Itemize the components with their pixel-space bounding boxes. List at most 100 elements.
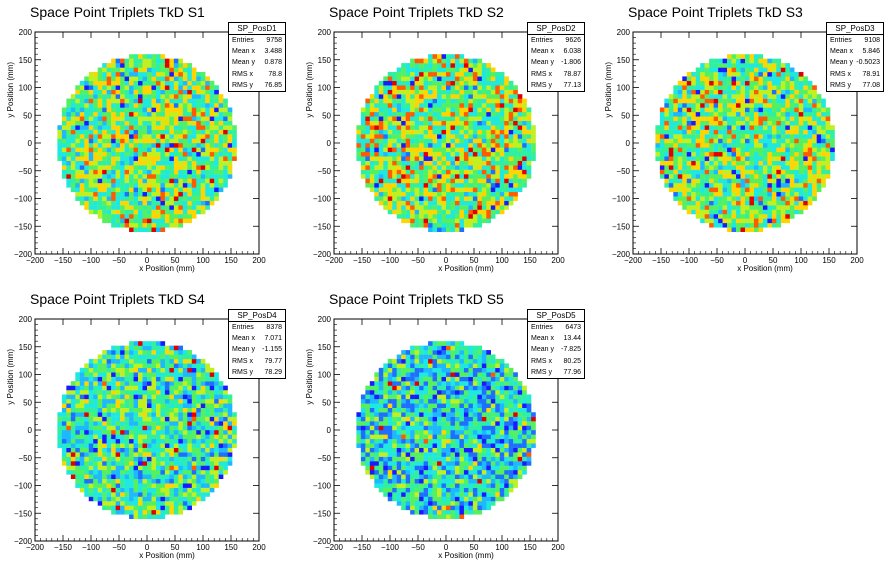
heatmap-cell xyxy=(374,138,379,144)
heatmap-cell xyxy=(655,147,661,153)
heatmap-cell xyxy=(142,76,148,82)
heatmap-cell xyxy=(120,381,125,386)
heatmap-cell xyxy=(727,174,732,179)
heatmap-cell xyxy=(147,430,152,435)
heatmap-cell xyxy=(102,196,107,201)
heatmap-cell xyxy=(378,129,384,135)
heatmap-cell xyxy=(682,160,687,166)
heatmap-cell xyxy=(468,147,474,153)
heatmap-cell xyxy=(97,412,103,417)
heatmap-cell xyxy=(771,222,777,228)
heatmap-cell xyxy=(196,138,201,144)
heatmap-cell xyxy=(196,125,201,130)
heatmap-cell xyxy=(369,151,375,157)
heatmap-cell xyxy=(84,465,89,471)
heatmap-cell xyxy=(147,218,152,224)
heatmap-cell xyxy=(700,178,705,184)
heatmap-cell xyxy=(450,120,456,126)
heatmap-cell xyxy=(79,156,85,161)
heatmap-cell xyxy=(178,205,184,210)
heatmap-cell xyxy=(454,80,460,86)
heatmap-cell xyxy=(147,151,152,157)
heatmap-cell xyxy=(142,116,148,121)
heatmap-cell xyxy=(405,196,411,201)
heatmap-cell xyxy=(410,196,415,201)
heatmap-cell xyxy=(731,182,737,188)
heatmap-cell xyxy=(106,165,112,170)
heatmap-cell xyxy=(75,94,80,99)
heatmap-cell xyxy=(88,474,94,480)
heatmap-cell xyxy=(97,125,103,130)
heatmap-cell xyxy=(209,116,215,121)
heatmap-cell xyxy=(124,129,130,135)
heatmap-cell xyxy=(106,483,112,488)
stats-key: Mean y xyxy=(830,59,853,67)
heatmap-cell xyxy=(767,103,773,108)
heatmap-cell xyxy=(155,372,161,377)
heatmap-cell xyxy=(459,98,465,104)
heatmap-cell xyxy=(727,58,732,64)
heatmap-cell xyxy=(513,98,518,104)
heatmap-cell xyxy=(93,138,98,144)
heatmap-cell xyxy=(771,111,777,117)
heatmap-cell xyxy=(218,138,224,144)
heatmap-cell xyxy=(686,156,692,161)
x-tick-label: −150 xyxy=(652,256,671,265)
stats-row: Mean x 5.846 xyxy=(827,46,883,57)
heatmap-cell xyxy=(173,98,179,104)
heatmap-cell xyxy=(405,107,411,113)
heatmap-cell xyxy=(97,191,103,197)
heatmap-cell xyxy=(767,214,773,219)
heatmap-cell xyxy=(401,214,406,219)
heatmap-cell xyxy=(441,107,447,113)
heatmap-cell xyxy=(106,209,112,215)
heatmap-cell xyxy=(508,103,514,108)
heatmap-cell xyxy=(200,120,206,126)
y-tick-label: −200 xyxy=(313,250,332,259)
heatmap-cell xyxy=(155,89,161,95)
heatmap-cell xyxy=(151,478,157,484)
heatmap-cell xyxy=(776,218,782,224)
heatmap-cell xyxy=(727,111,732,117)
heatmap-cell xyxy=(120,94,125,99)
heatmap-cell xyxy=(785,89,790,95)
heatmap-cell xyxy=(771,116,777,121)
heatmap-cell xyxy=(414,214,420,219)
heatmap-cell xyxy=(468,218,474,224)
heatmap-cell xyxy=(182,103,188,108)
heatmap-cell xyxy=(522,98,527,104)
heatmap-cell xyxy=(120,350,125,355)
heatmap-cell xyxy=(124,71,130,77)
heatmap-cell xyxy=(454,182,460,188)
heatmap-cell xyxy=(84,174,89,179)
heatmap-cell xyxy=(414,134,420,139)
heatmap-cell xyxy=(713,103,719,108)
heatmap-cell xyxy=(160,501,166,506)
heatmap-cell xyxy=(709,205,714,210)
heatmap-cell xyxy=(753,227,759,232)
heatmap-cell xyxy=(151,227,157,232)
heatmap-cell xyxy=(200,143,206,148)
heatmap-cell xyxy=(369,182,375,188)
heatmap-cell xyxy=(111,474,116,480)
x-tick-label: 150 xyxy=(224,256,238,265)
heatmap-cell xyxy=(821,151,826,157)
heatmap-cell xyxy=(182,120,188,126)
heatmap-cell xyxy=(758,58,764,64)
heatmap-cell xyxy=(713,222,719,228)
heatmap-cell xyxy=(182,71,188,77)
heatmap-cell xyxy=(414,129,420,135)
heatmap-cell xyxy=(713,67,719,73)
heatmap-cell xyxy=(178,178,184,184)
heatmap-cell xyxy=(459,196,465,201)
heatmap-cell xyxy=(133,447,139,453)
heatmap-cell xyxy=(816,156,822,161)
heatmap-cell xyxy=(709,89,714,95)
heatmap-cell xyxy=(522,138,527,144)
heatmap-cell xyxy=(133,178,139,184)
heatmap-cell xyxy=(486,71,491,77)
heatmap-cell xyxy=(718,67,723,73)
heatmap-cell xyxy=(686,98,692,104)
heatmap-cell xyxy=(700,151,705,157)
heatmap-cell xyxy=(392,138,397,144)
